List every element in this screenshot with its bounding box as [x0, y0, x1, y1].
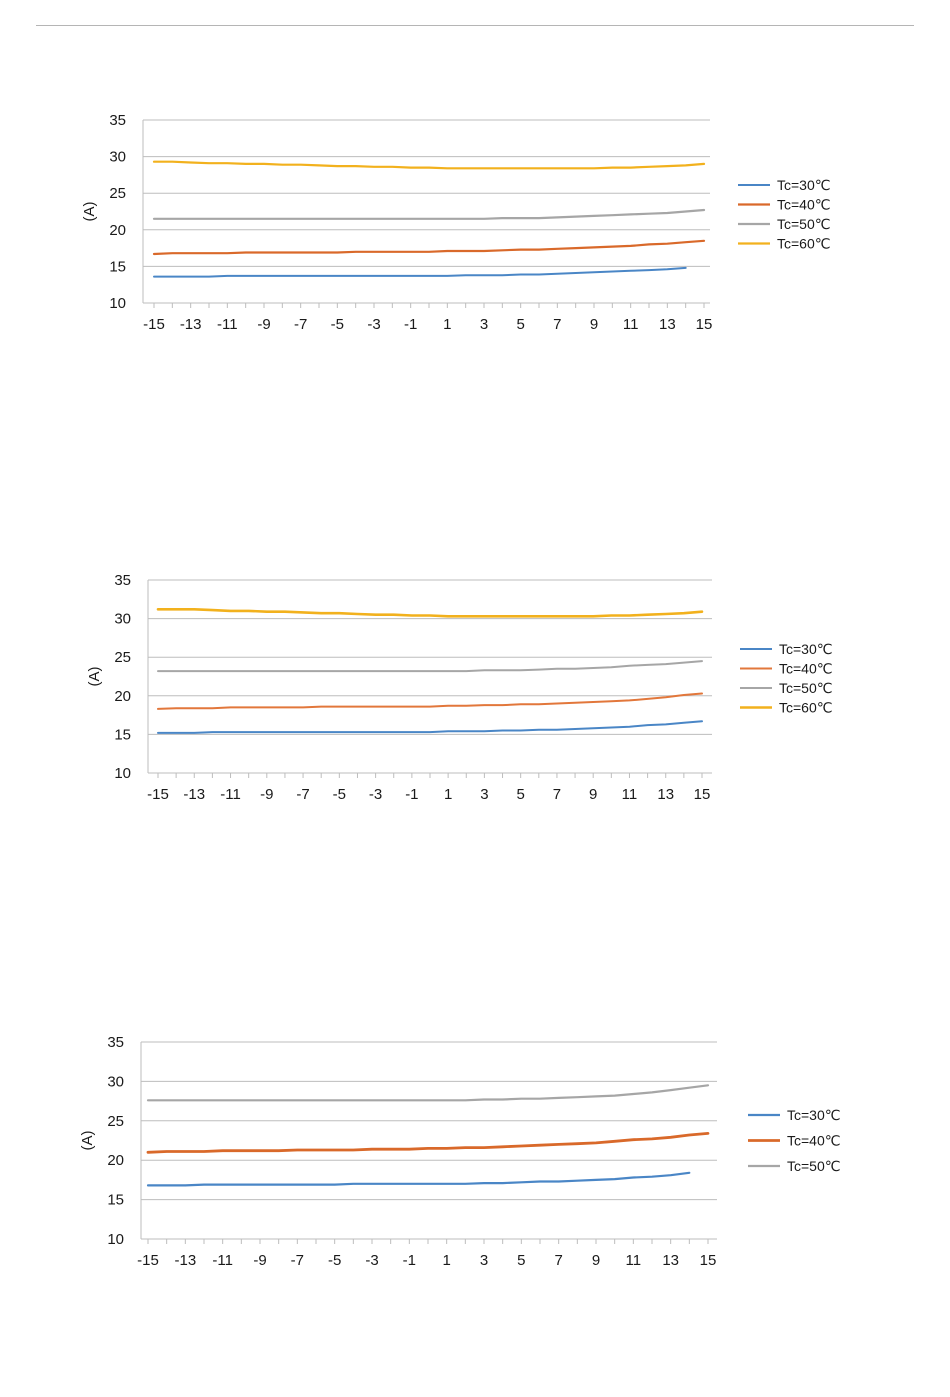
x-tick-label: -5: [331, 316, 344, 333]
y-tick-label: 15: [107, 1192, 124, 1209]
y-tick-label: 10: [114, 765, 131, 782]
legend-label-2: Tc=40℃: [777, 197, 830, 213]
x-tick-label: -1: [403, 1252, 416, 1269]
x-tick-label: -3: [369, 786, 382, 803]
legend-label-3: Tc=50℃: [787, 1158, 840, 1174]
x-tick-label: -9: [260, 786, 273, 803]
y-tick-label: 15: [114, 726, 131, 743]
x-tick-label: 5: [516, 786, 524, 803]
y-tick-label: 30: [109, 149, 126, 166]
x-tick-label: 13: [657, 786, 674, 803]
legend-label-2: Tc=40℃: [779, 661, 832, 677]
y-tick-label: 20: [107, 1152, 124, 1169]
legend-label-2: Tc=40℃: [787, 1133, 840, 1149]
y-tick-label: 15: [109, 258, 126, 275]
x-tick-label: 7: [553, 786, 561, 803]
x-tick-label: -13: [180, 316, 202, 333]
legend-label-1: Tc=30℃: [787, 1107, 840, 1123]
x-tick-label: 7: [553, 316, 561, 333]
series-line-4: [156, 607, 704, 618]
x-tick-label: 1: [442, 1252, 450, 1269]
legend-label-1: Tc=30℃: [777, 177, 830, 193]
y-axis-label: (A): [86, 667, 103, 687]
y-tick-label: 35: [109, 112, 126, 129]
x-tick-label: 15: [700, 1252, 717, 1269]
x-tick-label: -7: [296, 786, 309, 803]
x-tick-label: -5: [333, 786, 346, 803]
x-tick-label: 5: [517, 1252, 525, 1269]
page-top-rule: [36, 25, 914, 26]
x-tick-label: -3: [365, 1252, 378, 1269]
x-tick-label: 3: [480, 316, 488, 333]
x-tick-label: -11: [212, 1252, 233, 1269]
legend-label-3: Tc=50℃: [777, 216, 830, 232]
x-tick-label: -13: [174, 1252, 196, 1269]
series-line-4: [152, 160, 706, 170]
y-tick-label: 25: [114, 649, 131, 666]
x-tick-label: -7: [291, 1252, 304, 1269]
x-tick-label: 15: [694, 786, 711, 803]
series-line-3: [146, 1084, 710, 1102]
x-tick-label: -11: [220, 786, 241, 803]
y-tick-label: 25: [109, 185, 126, 202]
series-line-2: [146, 1132, 710, 1154]
x-tick-label: 9: [592, 1252, 600, 1269]
x-tick-label: 9: [589, 786, 597, 803]
x-tick-label: -1: [404, 316, 417, 333]
x-tick-label: 15: [696, 316, 713, 333]
x-tick-label: -13: [183, 786, 205, 803]
x-tick-label: -9: [253, 1252, 266, 1269]
x-tick-label: -9: [257, 316, 270, 333]
series-line-2: [157, 692, 703, 710]
y-tick-label: 10: [109, 295, 126, 312]
x-tick-label: 11: [622, 786, 638, 803]
legend-label-4: Tc=60℃: [779, 700, 832, 716]
x-tick-label: -15: [143, 316, 165, 333]
series-line-1: [153, 266, 687, 278]
x-tick-label: 11: [623, 316, 639, 333]
series-line-3: [157, 660, 703, 673]
x-tick-label: -15: [147, 786, 169, 803]
x-tick-label: -7: [294, 316, 307, 333]
y-tick-label: 30: [107, 1073, 124, 1090]
x-tick-label: 3: [480, 786, 488, 803]
y-tick-label: 20: [109, 222, 126, 239]
y-axis-label: (A): [81, 202, 98, 222]
y-tick-label: 10: [107, 1231, 124, 1248]
x-tick-label: -5: [328, 1252, 341, 1269]
x-tick-label: 9: [590, 316, 598, 333]
x-tick-label: 1: [443, 316, 451, 333]
x-tick-label: -11: [217, 316, 238, 333]
x-tick-label: -15: [137, 1252, 159, 1269]
y-tick-label: 20: [114, 688, 131, 705]
x-tick-label: 1: [444, 786, 452, 803]
series-line-1: [146, 1171, 691, 1187]
y-tick-label: 35: [107, 1034, 124, 1051]
y-tick-label: 25: [107, 1113, 124, 1130]
x-tick-label: -3: [367, 316, 380, 333]
y-axis-label: (A): [79, 1131, 96, 1151]
legend-label-4: Tc=60℃: [777, 236, 830, 252]
series-line-2: [152, 239, 706, 256]
series-line-1: [157, 720, 703, 734]
x-tick-label: 3: [480, 1252, 488, 1269]
y-tick-label: 30: [114, 611, 131, 628]
x-tick-label: -1: [405, 786, 418, 803]
x-tick-label: 11: [626, 1252, 642, 1269]
x-tick-label: 7: [554, 1252, 562, 1269]
series-line-3: [152, 208, 706, 220]
x-tick-label: 5: [516, 316, 524, 333]
legend-label-3: Tc=50℃: [779, 680, 832, 696]
y-tick-label: 35: [114, 572, 131, 589]
legend-label-1: Tc=30℃: [779, 641, 832, 657]
x-tick-label: 13: [662, 1252, 679, 1269]
x-tick-label: 13: [659, 316, 676, 333]
